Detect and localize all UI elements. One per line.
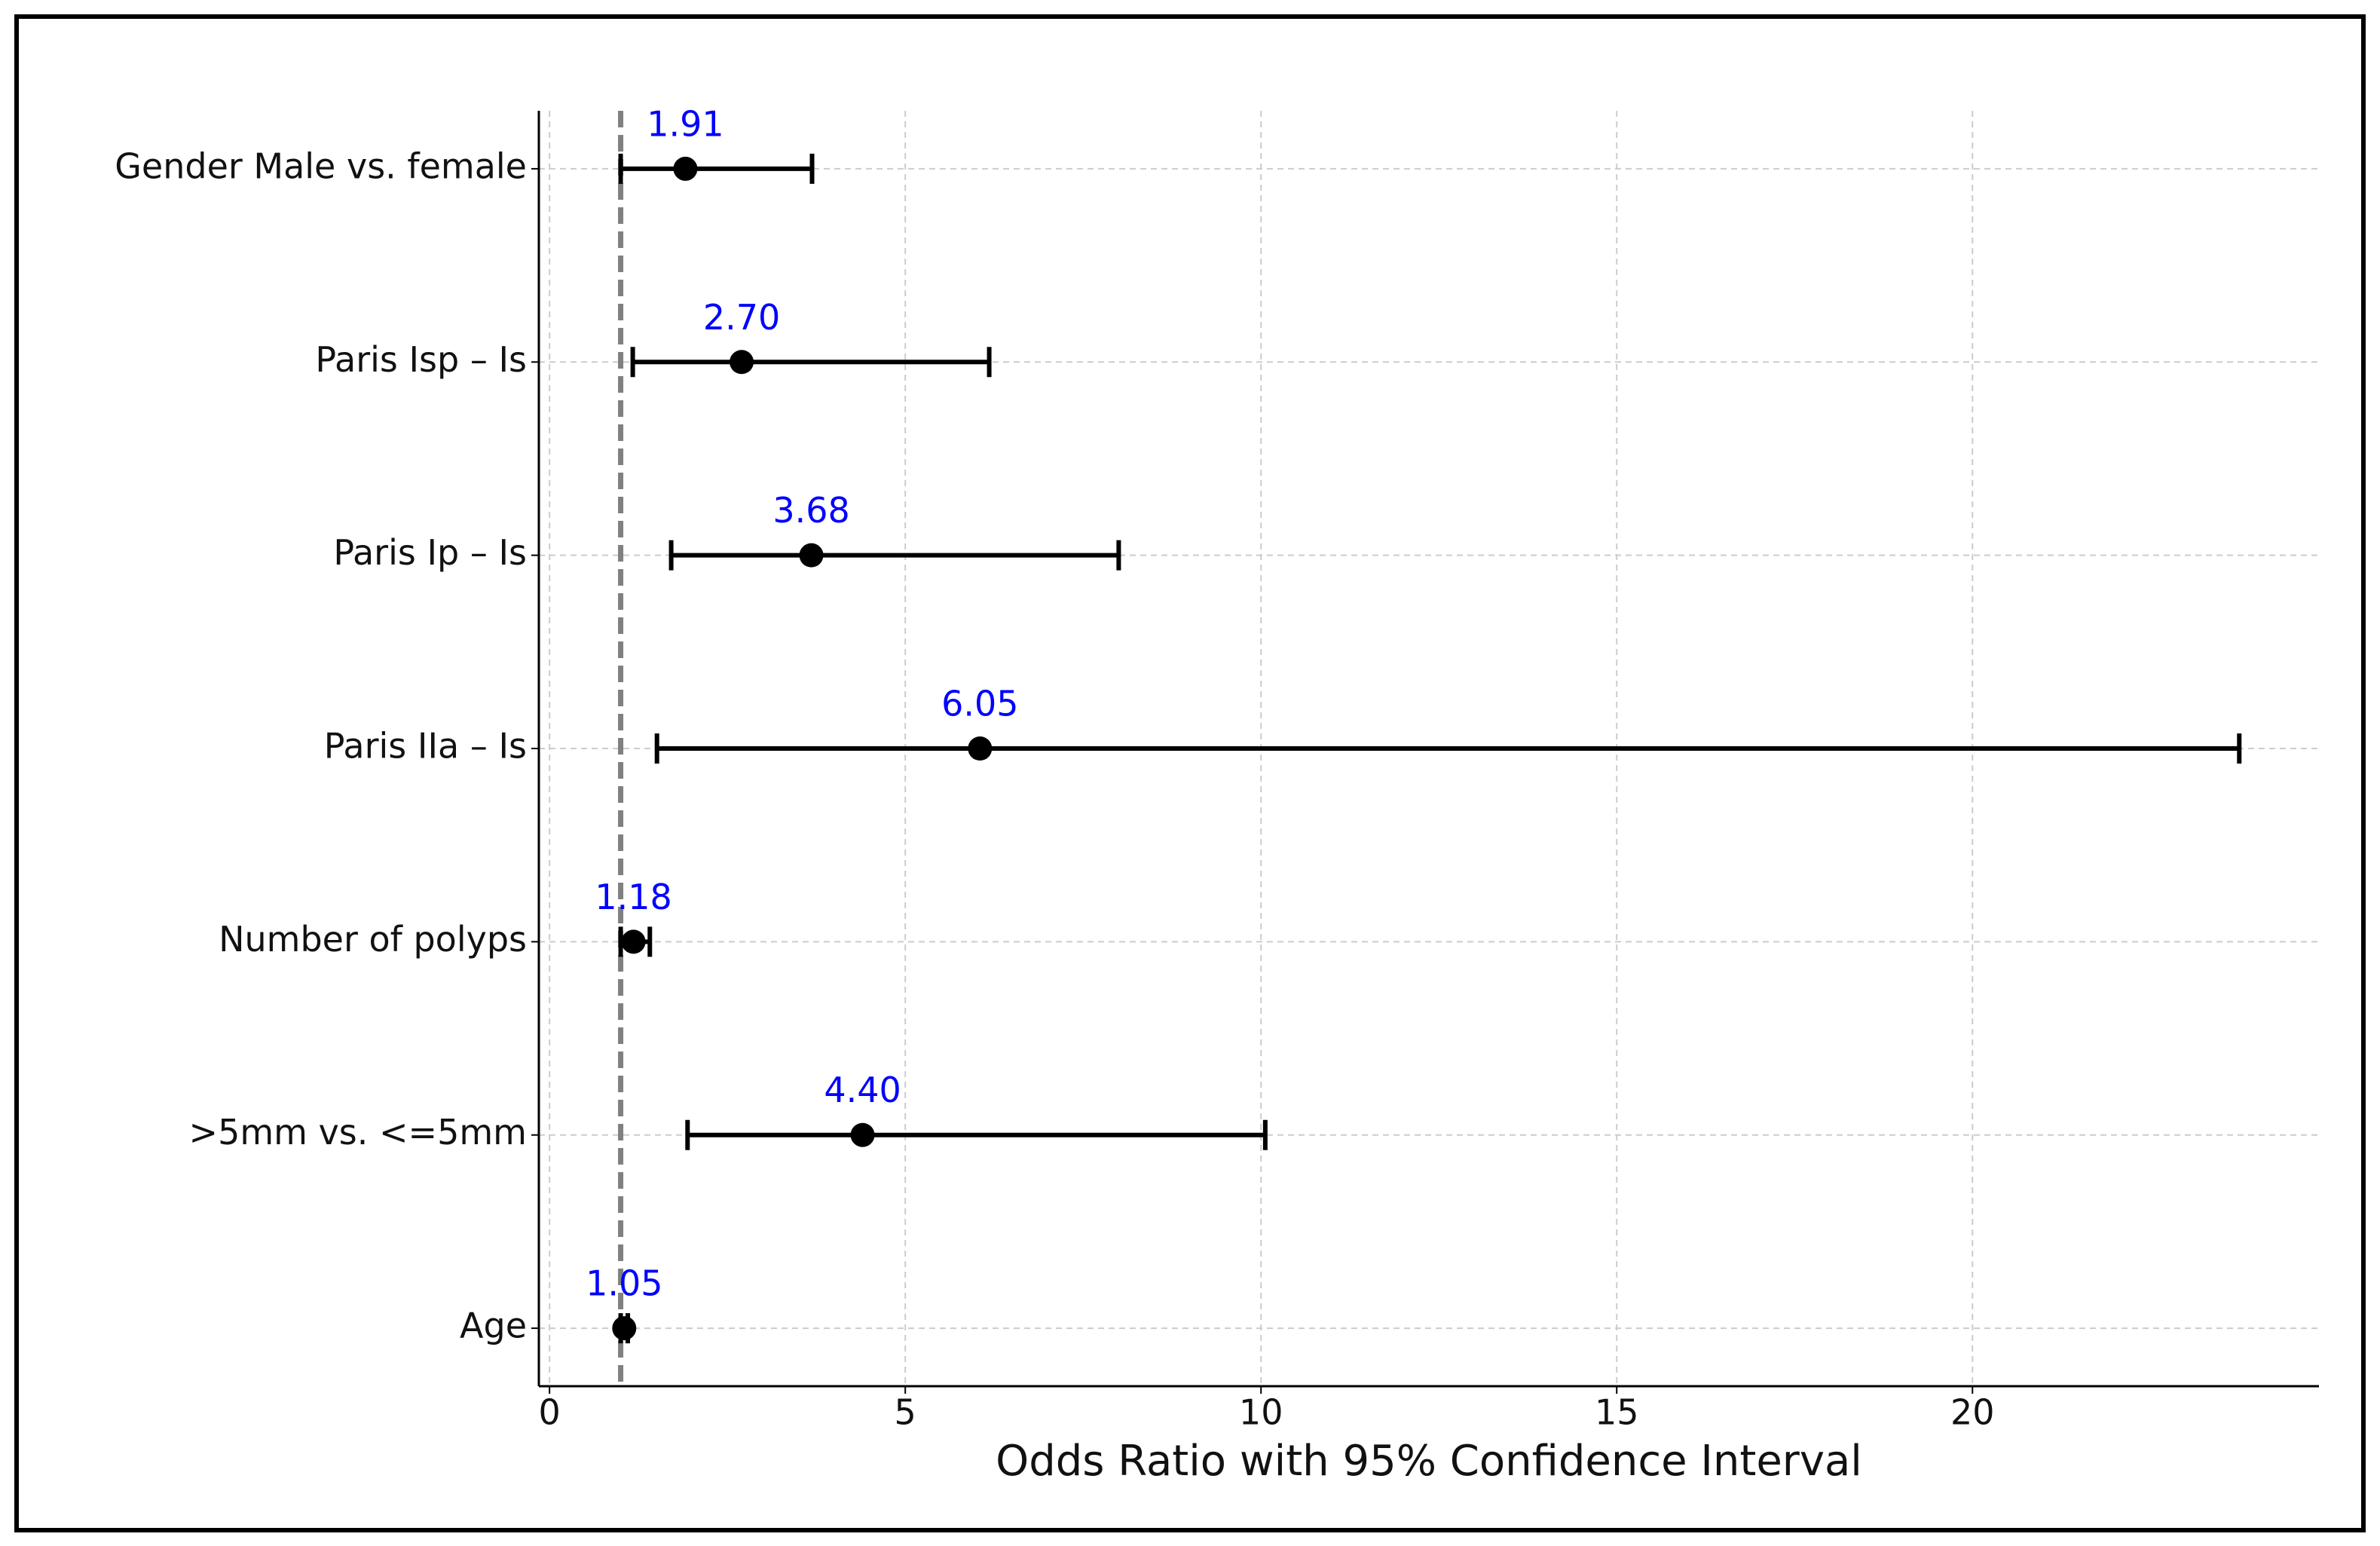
y-tick-label: Paris IIa – Is <box>324 726 527 767</box>
x-tick-label: 0 <box>539 1392 561 1433</box>
point <box>850 1122 875 1147</box>
value-label: 6.05 <box>941 684 1018 724</box>
x-tick-label: 10 <box>1239 1392 1283 1433</box>
value-label: 4.40 <box>824 1070 901 1110</box>
x-tick-label: 5 <box>895 1392 916 1433</box>
point <box>621 929 646 954</box>
value-label: 1.05 <box>586 1263 662 1304</box>
point <box>968 736 993 761</box>
y-tick-label: Paris Ip – Is <box>333 532 527 573</box>
error-bar <box>654 733 2242 764</box>
value-label: 2.70 <box>703 297 780 338</box>
point <box>673 156 698 181</box>
value-label: 1.91 <box>647 103 723 144</box>
error-bar <box>685 1119 1268 1150</box>
error-bar <box>668 540 1121 571</box>
y-tick-label: Gender Male vs. female <box>115 145 527 186</box>
frame <box>14 14 2366 1532</box>
point <box>799 543 824 568</box>
x-tick-label: 20 <box>1950 1392 1995 1433</box>
point <box>730 350 754 375</box>
value-label: 1.18 <box>595 877 671 917</box>
value-label: 3.68 <box>772 490 849 531</box>
error-bar <box>618 153 815 184</box>
point <box>612 1316 637 1341</box>
x-axis-title: Odds Ratio with 95% Confidence Interval <box>996 1437 1862 1486</box>
y-tick-label: Age <box>460 1306 527 1346</box>
x-tick-label: 15 <box>1595 1392 1639 1433</box>
y-tick-label: Number of polyps <box>219 919 527 960</box>
y-tick-label: >5mm vs. <=5mm <box>189 1112 527 1153</box>
y-tick-label: Paris Isp – Is <box>315 339 527 380</box>
error-bar <box>630 347 992 378</box>
